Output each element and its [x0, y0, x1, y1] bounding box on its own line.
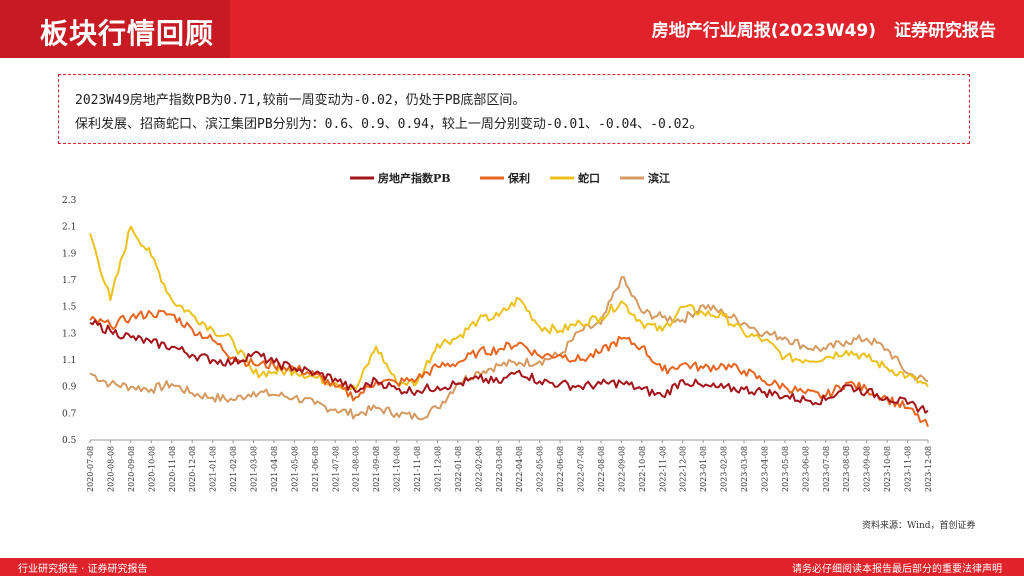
summary-line-2: 保利发展、招商蛇口、滨江集团PB分别为：0.6、0.9、0.94，较上一周分别变… [75, 117, 703, 132]
section-title-block [0, 0, 230, 58]
y-tick-label: 1.1 [62, 356, 76, 366]
x-tick-label: 2023-08-08 [842, 446, 851, 492]
x-tick-label: 2022-09-08 [617, 446, 626, 492]
x-tick-label: 2021-06-08 [311, 446, 320, 492]
x-tick-label: 2023-02-08 [720, 446, 729, 492]
x-tick-label: 2023-10-08 [883, 446, 892, 492]
x-tick-label: 2023-11-08 [904, 446, 913, 492]
x-tick-label: 2022-07-08 [577, 446, 586, 492]
series-line-1 [89, 309, 929, 428]
series-line-3 [89, 276, 929, 421]
x-tick-label: 2023-09-08 [863, 446, 872, 492]
x-tick-label: 2022-08-08 [597, 446, 606, 492]
x-tick-label: 2023-06-08 [801, 446, 810, 492]
report-name: 房地产行业周报(2023W49) [651, 21, 876, 41]
x-tick-label: 2022-01-08 [454, 446, 463, 492]
legend-label-0: 房地产指数PB [378, 171, 451, 185]
legend-label-2: 蛇口 [578, 171, 600, 185]
footer-disclaimer: 请务必仔细阅读本报告最后部分的重要法律声明 [792, 564, 1002, 575]
x-tick-label: 2023-03-08 [740, 446, 749, 492]
x-tick-label: 2020-07-08 [86, 446, 95, 492]
x-tick-label: 2020-11-08 [168, 446, 177, 492]
x-tick-label: 2021-09-08 [372, 446, 381, 492]
x-tick-label: 2023-07-08 [822, 446, 831, 492]
y-tick-label: 0.7 [62, 409, 77, 419]
x-tick-label: 2021-04-08 [270, 446, 279, 492]
x-tick-label: 2021-08-08 [352, 446, 361, 492]
x-tick-label: 2022-11-08 [658, 446, 667, 492]
summary-line-1: 2023W49房地产指数PB为0.71,较前一周变动为-0.02，仍处于PB底部… [75, 93, 526, 108]
x-tick-label: 2022-12-08 [679, 446, 688, 492]
x-tick-label: 2020-10-08 [147, 446, 156, 492]
summary-box: 2023W49房地产指数PB为0.71,较前一周变动为-0.02，仍处于PB底部… [58, 74, 970, 144]
y-tick-label: 2.1 [62, 223, 76, 233]
legend-label-1: 保利 [507, 171, 530, 185]
y-tick-label: 0.9 [62, 383, 77, 393]
x-tick-label: 2023-04-08 [760, 446, 769, 492]
series-line-0 [89, 319, 929, 414]
x-tick-label: 2021-11-08 [413, 446, 422, 492]
data-source: 资料来源：Wind，首创证券 [862, 521, 976, 531]
y-tick-label: 2.3 [62, 196, 77, 206]
section-title: 板块行情回顾 [40, 17, 215, 50]
x-tick-label: 2021-07-08 [331, 446, 340, 492]
x-tick-label: 2020-12-08 [188, 446, 197, 492]
pb-line-chart: 0.5 0.7 0.9 1.1 1.3 1.5 1.7 1.9 2.1 2.3 2020-07-08… [62, 171, 933, 492]
x-tick-label: 2020-09-08 [127, 446, 136, 492]
x-tick-label: 2021-10-08 [393, 446, 402, 492]
y-tick-label: 1.5 [62, 303, 77, 313]
x-tick-label: 2022-05-08 [536, 446, 545, 492]
x-tick-label: 2022-02-08 [474, 446, 483, 492]
x-tick-label: 2021-05-08 [290, 446, 299, 492]
x-tick-label: 2023-05-08 [781, 446, 790, 492]
y-tick-label: 1.3 [62, 329, 77, 339]
report-type: 证券研究报告 [894, 21, 996, 41]
x-tick-label: 2023-12-08 [924, 446, 933, 492]
legend-label-3: 滨江 [648, 171, 670, 185]
footer-left-text: 行业研究报告 · 证券研究报告 [18, 564, 148, 575]
x-tick-label: 2022-04-08 [515, 446, 524, 492]
x-tick-label: 2021-02-08 [229, 446, 238, 492]
y-tick-label: 0.5 [62, 436, 77, 446]
header-bar: 板块行情回顾 房地产行业周报(2023W49) 证券研究报告 [0, 0, 1024, 58]
x-tick-label: 2021-01-08 [209, 446, 218, 492]
series-line-2 [89, 225, 929, 391]
x-tick-label: 2021-12-08 [433, 446, 442, 492]
footer-bar: 行业研究报告 · 证券研究报告 请务必仔细阅读本报告最后部分的重要法律声明 [0, 558, 1024, 576]
y-tick-label: 1.9 [62, 249, 77, 259]
y-tick-label: 1.7 [62, 276, 77, 286]
x-tick-label: 2020-08-08 [106, 446, 115, 492]
x-tick-label: 2022-10-08 [638, 446, 647, 492]
x-tick-label: 2023-01-08 [699, 446, 708, 492]
report-title: 房地产行业周报(2023W49) 证券研究报告 [652, 16, 996, 41]
x-tick-label: 2021-03-08 [250, 446, 259, 492]
x-tick-label: 2022-03-08 [495, 446, 504, 492]
x-tick-label: 2022-06-08 [556, 446, 565, 492]
